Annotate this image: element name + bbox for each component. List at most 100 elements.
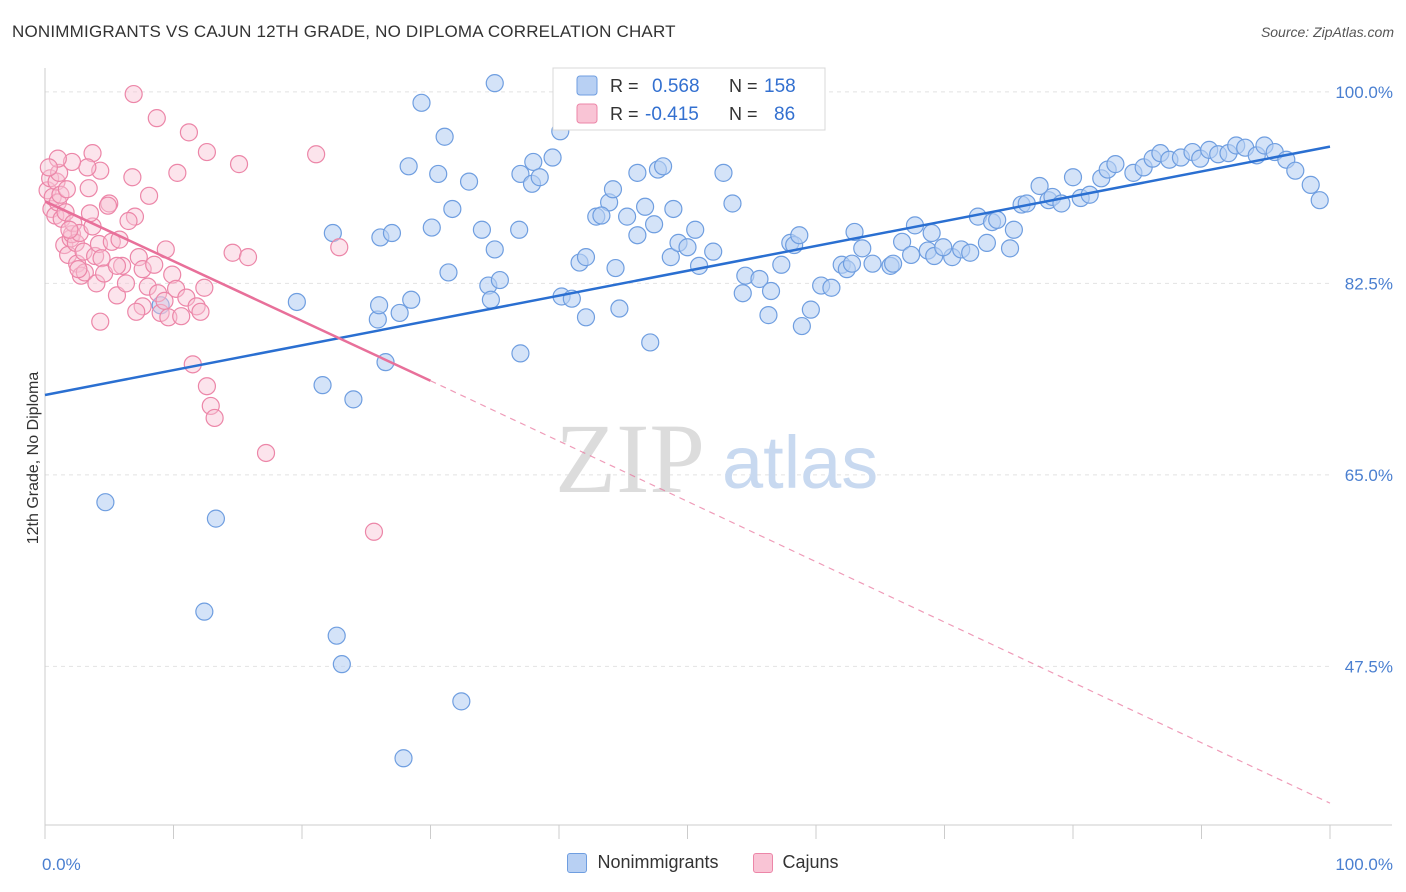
point-nonimmigrants-71 xyxy=(772,255,791,274)
source-label: Source: ZipAtlas.com xyxy=(1260,24,1394,40)
point-nonimmigrants-132 xyxy=(1310,191,1329,210)
point-nonimmigrants-61 xyxy=(686,220,705,239)
point-nonimmigrants-75 xyxy=(790,226,809,245)
point-nonimmigrants-136 xyxy=(801,300,820,319)
point-cajuns-58 xyxy=(238,248,258,267)
point-nonimmigrants-41 xyxy=(576,308,596,327)
point-nonimmigrants-52 xyxy=(635,197,655,216)
point-cajuns-61 xyxy=(330,238,349,257)
x-tick-label-1: 100.0% xyxy=(1335,855,1393,874)
chart-title: NONIMMIGRANTS VS CAJUN 12TH GRADE, NO DI… xyxy=(12,22,676,41)
point-nonimmigrants-7 xyxy=(287,292,306,312)
trend-line-cajuns-solid xyxy=(44,200,432,382)
point-nonimmigrants-55 xyxy=(653,157,673,176)
point-nonimmigrants-46 xyxy=(610,299,629,318)
watermark: ZIP atlas xyxy=(555,403,878,514)
point-cajuns-65 xyxy=(179,123,199,142)
point-cajuns-69 xyxy=(78,158,97,177)
y-tick-labels: 47.5% 65.0% 82.5% 100.0% xyxy=(1335,83,1393,676)
point-nonimmigrants-50 xyxy=(628,226,647,245)
point-nonimmigrants-66 xyxy=(733,284,752,303)
point-cajuns-75 xyxy=(139,186,159,205)
top-legend: R = 0.568 N = 158 R = -0.415 N = 86 xyxy=(552,67,826,131)
point-cajuns-46 xyxy=(163,265,182,284)
point-nonimmigrants-100 xyxy=(1004,220,1023,239)
point-cajuns-66 xyxy=(197,142,217,162)
point-nonimmigrants-107 xyxy=(1063,168,1083,187)
point-nonimmigrants-0 xyxy=(96,493,115,512)
point-nonimmigrants-35 xyxy=(530,168,549,187)
y-tick-label-3: 100.0% xyxy=(1335,83,1393,102)
point-cajuns-77 xyxy=(119,211,138,231)
point-nonimmigrants-31 xyxy=(510,220,529,239)
point-nonimmigrants-28 xyxy=(439,263,458,282)
point-nonimmigrants-60 xyxy=(678,238,697,257)
point-cajuns-45 xyxy=(159,308,178,327)
point-cajuns-84 xyxy=(91,312,110,331)
watermark-atlas: atlas xyxy=(722,421,878,504)
point-nonimmigrants-135 xyxy=(592,206,611,225)
point-nonimmigrants-21 xyxy=(435,127,454,146)
point-cajuns-62 xyxy=(364,522,384,541)
trend-line-nonimmigrants xyxy=(44,145,1331,397)
point-nonimmigrants-86 xyxy=(892,232,912,251)
x-tick-label-0: 0.0% xyxy=(42,855,81,874)
point-nonimmigrants-131 xyxy=(1301,175,1320,194)
point-cajuns-7 xyxy=(50,163,69,182)
point-nonimmigrants-87 xyxy=(901,245,921,265)
point-nonimmigrants-20 xyxy=(485,74,504,93)
point-cajuns-63 xyxy=(124,84,143,104)
legend-swatch-blue xyxy=(576,75,598,96)
legend-swatch-pink xyxy=(576,103,598,124)
point-nonimmigrants-130 xyxy=(1286,161,1305,180)
point-nonimmigrants-5 xyxy=(394,749,413,768)
point-cajuns-26 xyxy=(87,274,106,293)
point-cajuns-54 xyxy=(197,377,217,396)
point-nonimmigrants-43 xyxy=(576,248,596,267)
point-nonimmigrants-80 xyxy=(842,254,862,273)
point-cajuns-56 xyxy=(205,408,224,428)
point-nonimmigrants-63 xyxy=(704,242,723,261)
point-cajuns-39 xyxy=(133,260,152,279)
x-tick-labels: 0.0% 100.0% xyxy=(42,855,1393,874)
point-cajuns-32 xyxy=(107,286,127,305)
point-nonimmigrants-38 xyxy=(511,344,530,363)
point-nonimmigrants-13 xyxy=(402,290,421,309)
legend-item-nonimmigrants: Nonimmigrants xyxy=(567,852,719,873)
point-nonimmigrants-16 xyxy=(382,223,402,243)
point-cajuns-38 xyxy=(129,248,148,267)
point-cajuns-64 xyxy=(147,109,166,128)
legend-swatch-nonimmigrants xyxy=(567,852,588,873)
legend-r-label-1: R = xyxy=(610,76,639,96)
point-cajuns-73 xyxy=(229,155,249,174)
point-nonimmigrants-1 xyxy=(195,602,214,621)
point-nonimmigrants-3 xyxy=(332,655,351,674)
point-cajuns-60 xyxy=(307,145,326,164)
legend-r-value-1: 0.568 xyxy=(652,76,700,97)
point-nonimmigrants-10 xyxy=(390,303,409,323)
point-cajuns-35 xyxy=(116,274,136,293)
point-cajuns-55 xyxy=(201,396,220,416)
point-cajuns-21 xyxy=(74,242,93,261)
y-axis-title: 12th Grade, No Diploma xyxy=(25,372,42,545)
point-cajuns-74 xyxy=(168,163,187,182)
legend-label-cajuns: Cajuns xyxy=(782,852,839,872)
legend-r-label-2: R = xyxy=(610,104,639,124)
y-tick-label-0: 47.5% xyxy=(1345,657,1393,676)
point-nonimmigrants-90 xyxy=(922,223,941,243)
y-tick-label-2: 82.5% xyxy=(1345,274,1393,293)
point-nonimmigrants-45 xyxy=(606,258,625,278)
point-nonimmigrants-2 xyxy=(327,626,346,645)
point-nonimmigrants-47 xyxy=(618,207,637,226)
point-nonimmigrants-82 xyxy=(853,239,872,258)
point-nonimmigrants-94 xyxy=(961,243,980,262)
point-nonimmigrants-9 xyxy=(344,390,363,409)
legend-n-value-1: 158 xyxy=(764,76,796,97)
point-cajuns-52 xyxy=(191,302,210,321)
point-cajuns-79 xyxy=(60,220,79,239)
point-nonimmigrants-57 xyxy=(661,248,680,267)
point-nonimmigrants-70 xyxy=(761,281,781,301)
point-nonimmigrants-29 xyxy=(443,199,462,219)
point-nonimmigrants-74 xyxy=(792,316,811,336)
